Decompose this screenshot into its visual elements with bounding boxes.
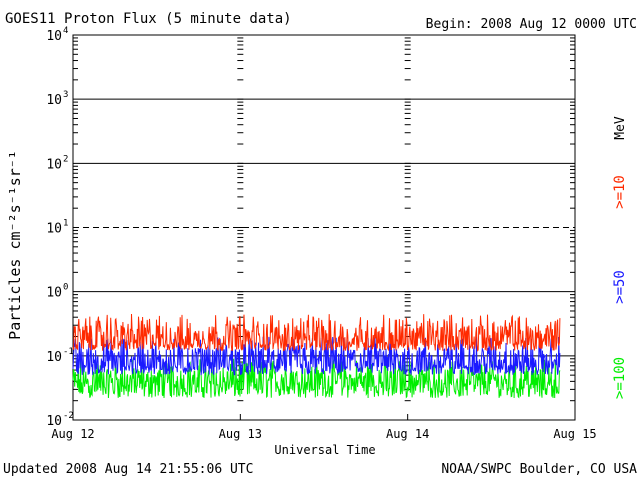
legend-ge50: >=50: [612, 270, 628, 304]
y-axis-label: Particles cm⁻²s⁻¹sr⁻¹: [6, 150, 24, 340]
source-label: NOAA/SWPC Boulder, CO USA: [441, 462, 637, 477]
y-tick-exp-3: 3: [63, 90, 68, 100]
y-tick-label-0: 10: [46, 286, 62, 301]
y-tick-exp-4: 4: [63, 26, 68, 36]
y-tick-exp-0: 0: [63, 283, 68, 293]
x-tick-label: Aug 13: [219, 427, 262, 441]
y-tick-label--1: 10: [46, 350, 62, 365]
y-tick-exp--1: -1: [63, 347, 74, 357]
chart-title: GOES11 Proton Flux (5 minute data): [5, 11, 292, 27]
y-tick-exp-2: 2: [63, 154, 68, 164]
begin-time: Begin: 2008 Aug 12 0000 UTC: [426, 17, 637, 32]
legend-unit-mev: MeV: [613, 116, 628, 140]
series-line-1: [72, 336, 561, 376]
y-tick-label-4: 10: [46, 29, 62, 44]
y-tick-label--2: 10: [46, 414, 62, 429]
y-tick-exp-1: 1: [63, 219, 68, 229]
y-tick-label-3: 10: [46, 93, 62, 108]
series-line-0: [72, 313, 561, 352]
y-tick-exp--2: -2: [63, 411, 74, 421]
legend-ge100: >=100: [612, 357, 628, 399]
x-tick-label: Aug 14: [386, 427, 429, 441]
x-axis-label: Universal Time: [274, 443, 375, 457]
updated-time: Updated 2008 Aug 14 21:55:06 UTC: [3, 462, 253, 477]
x-tick-label: Aug 15: [553, 427, 596, 441]
legend-ge10: >=10: [612, 175, 628, 209]
y-tick-label-2: 10: [46, 157, 62, 172]
x-tick-label: Aug 12: [51, 427, 94, 441]
y-tick-label-1: 10: [46, 222, 62, 237]
